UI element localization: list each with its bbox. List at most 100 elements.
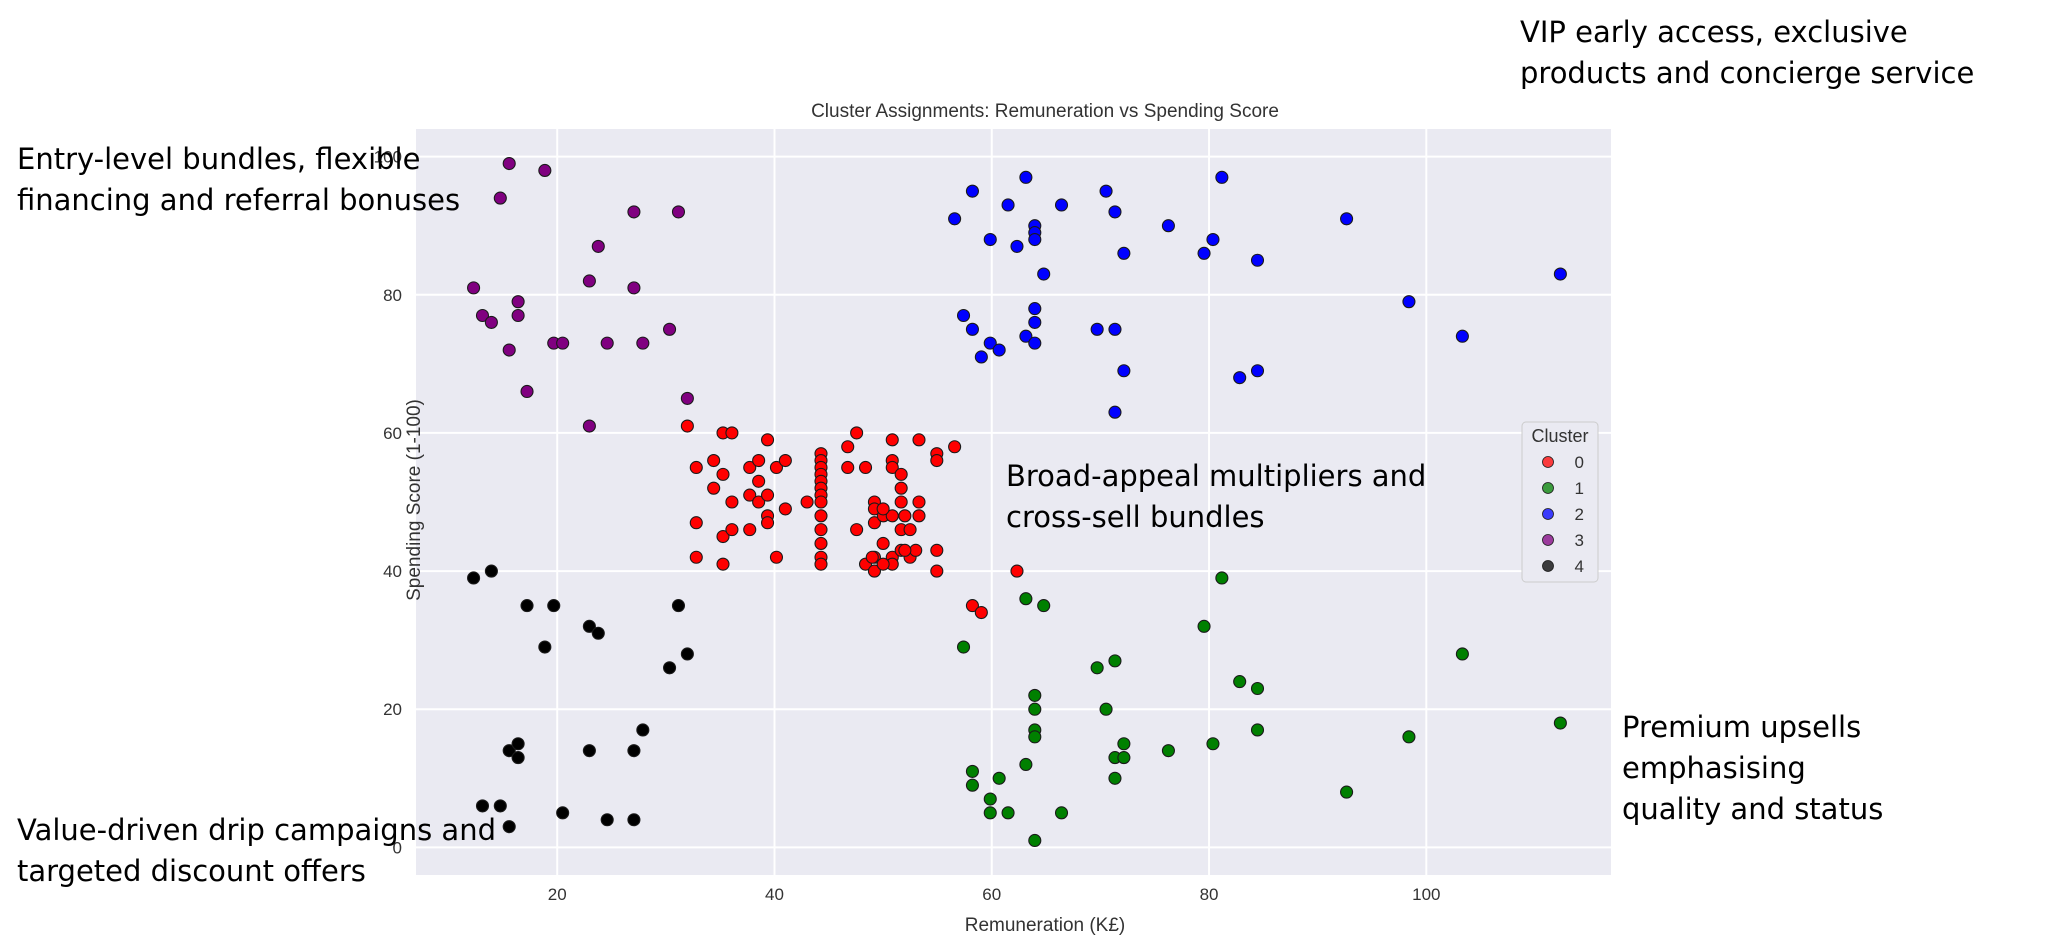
data-point xyxy=(983,792,997,806)
data-point xyxy=(956,640,971,654)
data-point xyxy=(1161,744,1175,758)
data-point xyxy=(1028,688,1042,702)
data-point xyxy=(538,640,552,654)
data-point xyxy=(1019,592,1033,606)
data-point xyxy=(894,481,908,495)
data-point xyxy=(1090,322,1104,336)
data-point xyxy=(502,744,516,758)
data-point xyxy=(707,454,721,468)
data-point xyxy=(1402,730,1416,744)
data-point xyxy=(725,495,739,509)
annotation-line: Entry-level bundles, flexible xyxy=(17,142,421,176)
series-cluster-2 xyxy=(948,170,1567,419)
data-point xyxy=(930,454,944,468)
data-point xyxy=(752,474,766,488)
data-point xyxy=(707,481,721,495)
annotation-line: Value-driven drip campaigns and xyxy=(17,813,496,847)
annotation-line: cross-sell bundles xyxy=(1006,500,1265,534)
data-point xyxy=(965,764,979,778)
data-point xyxy=(876,536,890,550)
series-cluster-0 xyxy=(680,419,1024,620)
data-point xyxy=(1250,364,1265,378)
data-point xyxy=(636,336,650,350)
data-point xyxy=(725,523,739,537)
data-point xyxy=(582,419,596,433)
annotation-line: Premium upsells emphasising xyxy=(1622,710,1862,785)
data-point xyxy=(1028,702,1042,716)
data-point xyxy=(556,806,570,820)
y-tick-label: 0 xyxy=(393,838,402,857)
data-point xyxy=(1108,654,1122,668)
data-point xyxy=(502,156,516,171)
data-point xyxy=(743,460,757,475)
annotation-line: Broad-appeal multipliers and xyxy=(1006,459,1427,493)
y-axis-label: Spending Score (1-100) xyxy=(404,399,425,601)
data-point xyxy=(511,751,525,765)
data-point xyxy=(600,336,614,350)
plot-area xyxy=(416,129,1611,875)
data-point xyxy=(912,495,926,509)
data-point xyxy=(1019,329,1033,343)
data-point xyxy=(663,661,677,675)
x-tick-label: 80 xyxy=(1200,885,1219,904)
gridlines xyxy=(416,129,1611,875)
data-point xyxy=(1108,771,1122,785)
data-point xyxy=(814,536,828,550)
data-point xyxy=(1233,371,1247,385)
data-point xyxy=(760,516,775,530)
data-point xyxy=(974,350,988,364)
x-axis-ticks: 20 40 60 80 100 xyxy=(548,885,1441,904)
annotation-cluster-1: Premium upsells emphasising quality and s… xyxy=(1622,707,2048,830)
data-point xyxy=(475,799,490,813)
legend-label: 4 xyxy=(1575,557,1584,576)
data-point xyxy=(1028,315,1042,329)
x-axis-label: Remuneration (K£) xyxy=(965,915,1126,936)
data-point xyxy=(725,426,739,440)
data-point xyxy=(1028,833,1042,848)
legend-marker xyxy=(1542,560,1554,572)
legend-box xyxy=(1521,421,1599,583)
data-point xyxy=(1090,661,1104,675)
legend-label: 0 xyxy=(1575,453,1584,472)
data-point xyxy=(1553,716,1567,730)
data-point xyxy=(484,564,498,578)
data-point xyxy=(778,502,792,516)
data-point xyxy=(467,281,481,295)
data-point xyxy=(582,619,596,633)
data-point xyxy=(689,460,703,475)
x-tick-label: 20 xyxy=(548,885,567,904)
data-point xyxy=(627,813,641,827)
data-point xyxy=(885,460,899,475)
data-point xyxy=(680,647,694,661)
data-point xyxy=(556,336,570,350)
data-point xyxy=(841,460,855,475)
data-point xyxy=(800,495,814,509)
legend-label: 1 xyxy=(1575,479,1584,498)
data-point xyxy=(1250,723,1265,737)
data-point xyxy=(894,495,908,509)
data-point xyxy=(547,599,561,613)
data-point xyxy=(1117,737,1131,751)
data-point xyxy=(475,308,490,323)
data-point xyxy=(1402,295,1416,309)
data-point xyxy=(627,281,641,295)
data-point xyxy=(582,274,596,288)
data-point xyxy=(716,467,730,481)
annotation-line: quality and status xyxy=(1622,792,1884,826)
data-point xyxy=(876,557,890,571)
data-point xyxy=(930,564,944,578)
data-point xyxy=(1117,364,1131,378)
data-point xyxy=(1117,246,1131,260)
data-point xyxy=(689,516,703,530)
data-point xyxy=(752,495,766,509)
data-point xyxy=(948,440,962,454)
data-point xyxy=(467,571,481,585)
data-point xyxy=(1197,619,1211,633)
data-point xyxy=(1215,170,1229,184)
data-point xyxy=(502,820,516,834)
data-point xyxy=(627,205,641,219)
data-point xyxy=(1250,253,1265,267)
data-point xyxy=(885,509,899,523)
data-point xyxy=(992,771,1006,785)
